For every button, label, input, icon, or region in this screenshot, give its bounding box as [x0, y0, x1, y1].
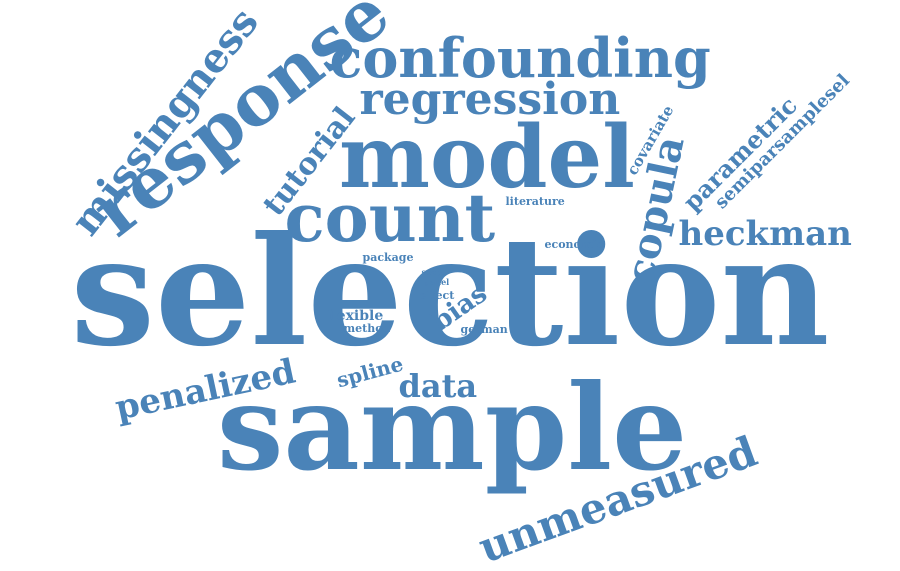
word-economic: economic [544, 237, 604, 251]
word-confounding: confounding [329, 26, 711, 90]
word-sample: sample [217, 358, 688, 497]
word-regression: regression [359, 74, 621, 125]
word-panel: panel [424, 277, 450, 287]
word-package: package [362, 250, 414, 264]
word-german: german [460, 322, 508, 336]
word-soep: soep [421, 267, 443, 277]
word-effect: effect [419, 288, 455, 302]
word-count: count [284, 179, 496, 257]
word-method: method [343, 321, 391, 335]
word-literature: literature [505, 194, 565, 208]
word-heckman: heckman [678, 214, 852, 254]
word-model: model [339, 107, 635, 208]
word-selection: selection [70, 204, 830, 380]
word-flexible: flexible [326, 308, 384, 324]
word-data: data [398, 367, 478, 405]
